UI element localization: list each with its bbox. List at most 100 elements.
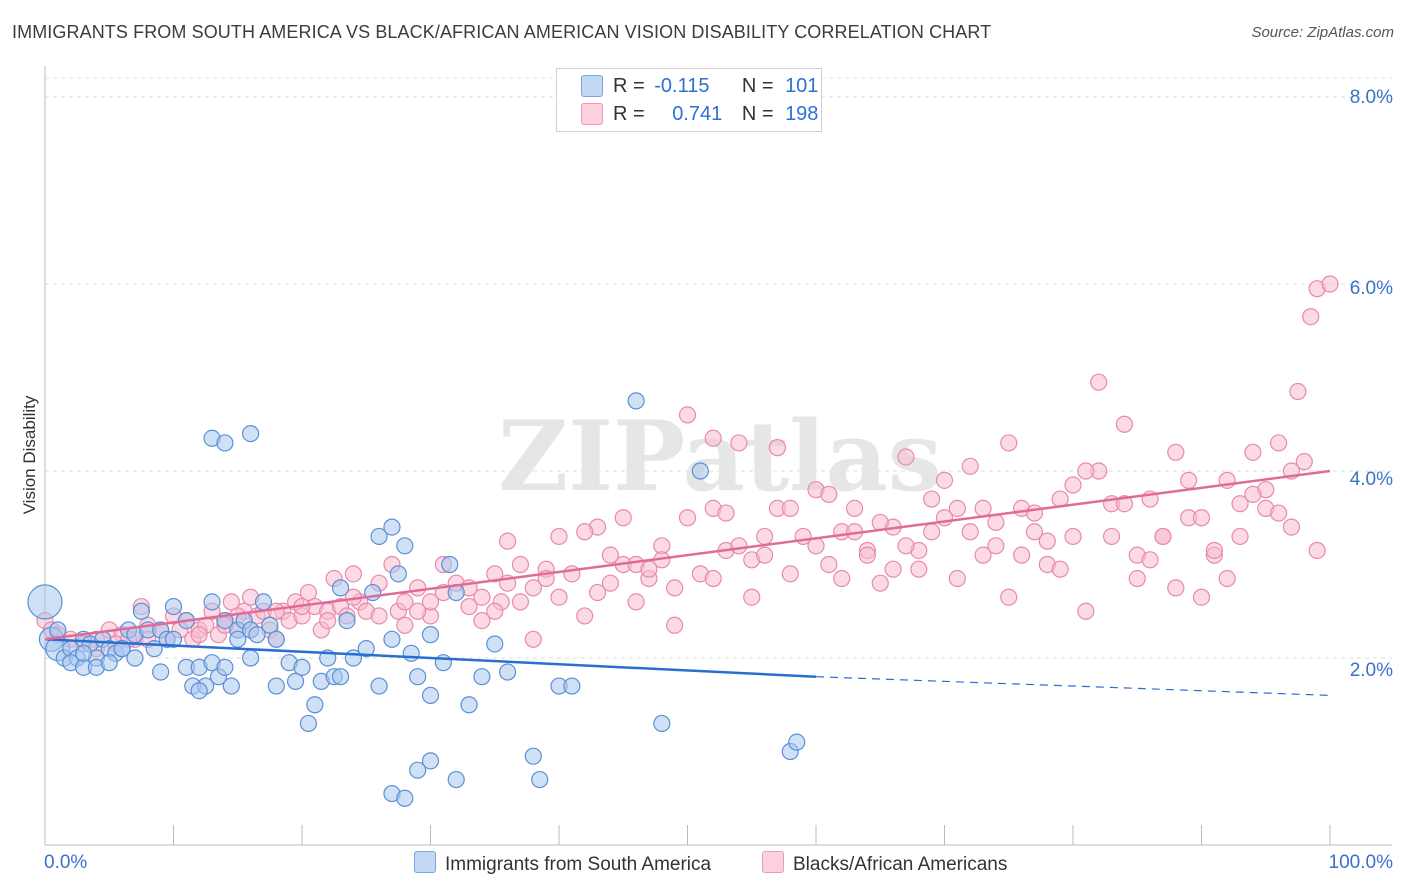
series-legend-pink: Blacks/African Americans (762, 851, 1007, 876)
pink-point (1205, 541, 1223, 560)
x-tick-label: 100.0% (1328, 852, 1393, 873)
pink-point (884, 560, 902, 578)
pink-point (1012, 546, 1031, 564)
pink-point (858, 546, 877, 564)
blue-point (338, 611, 356, 630)
blue-point (293, 658, 311, 676)
pink-point (961, 523, 979, 541)
pink-point (948, 569, 966, 588)
pink-point (755, 527, 774, 546)
pink-point (370, 607, 388, 625)
pink-point (409, 602, 427, 620)
pink-point (781, 499, 799, 517)
pink-point (781, 565, 799, 583)
pink-point (473, 611, 491, 630)
blue-point (396, 789, 414, 807)
blue-point (331, 579, 350, 597)
watermark: ZIPatlas (498, 400, 942, 513)
blue-point (267, 630, 285, 648)
pink-point (820, 555, 838, 574)
pink-point (768, 439, 787, 457)
blue-point (357, 640, 375, 658)
blue-point (267, 677, 285, 695)
pink-point (974, 546, 992, 564)
blue-trend-line (44, 638, 817, 678)
pink-point (640, 560, 658, 578)
pink-point (1102, 527, 1121, 546)
pink-point (1269, 504, 1288, 522)
y-axis-label: Vision Disability (20, 395, 39, 515)
r-label: R = (613, 103, 645, 125)
pink-point (601, 546, 620, 564)
blue-point (190, 682, 208, 700)
pink-point (897, 537, 915, 555)
blue-point (27, 584, 63, 620)
y-tick-label: 6.0% (1349, 278, 1393, 299)
blue-point (229, 630, 247, 648)
pink-point (987, 513, 1005, 532)
r-label: R = (613, 75, 645, 97)
pink-point (666, 616, 684, 634)
pink-point (1321, 275, 1339, 293)
r-value: -0.115 (654, 75, 710, 97)
blue-point (126, 649, 144, 667)
pink-point (421, 593, 440, 611)
pink-point (871, 574, 889, 592)
pink-point (486, 602, 504, 620)
blue-point (421, 626, 440, 644)
blue-point (132, 602, 150, 620)
pink-point (1244, 443, 1262, 461)
pink-point (1218, 569, 1236, 588)
pink-point (923, 523, 941, 541)
pink-point (678, 509, 697, 527)
pink-point (588, 583, 607, 602)
blue-point (460, 696, 478, 714)
pink-point (550, 588, 568, 606)
blue-point (447, 770, 465, 789)
pink-point (910, 560, 928, 578)
blue-point (434, 654, 452, 672)
blue-point (370, 677, 388, 695)
pink-point (344, 565, 362, 583)
pink-point (190, 626, 208, 644)
blue-point (421, 752, 440, 770)
pink-point (1180, 471, 1198, 489)
pink-point (486, 565, 504, 583)
blue-swatch (581, 75, 603, 97)
pink-point (299, 583, 318, 602)
blue-point (383, 518, 401, 536)
pink-point (1289, 382, 1307, 401)
blue-point (164, 630, 183, 648)
pink-point (1038, 532, 1056, 550)
blue-trend-extension (815, 676, 1331, 696)
pink-point (1115, 495, 1134, 513)
pink-point (1192, 509, 1211, 527)
pink-point (1025, 523, 1044, 541)
pink-point (499, 532, 517, 550)
pink-point (1077, 462, 1095, 480)
pink-point (1244, 485, 1262, 503)
blue-point (383, 630, 401, 648)
pink-point (1167, 579, 1185, 597)
pink-point (524, 630, 542, 648)
y-tick-label: 4.0% (1349, 469, 1393, 490)
blue-point (441, 555, 459, 574)
pink-point (576, 523, 594, 541)
pink-point (511, 555, 530, 574)
blue-point (402, 644, 420, 662)
r-value: 0.741 (672, 103, 723, 125)
pink-point (396, 593, 414, 611)
blue-point (242, 425, 260, 443)
legend-label-blue: Immigrants from South America (445, 854, 712, 875)
blue-point (499, 663, 517, 681)
pink-point (614, 509, 632, 527)
pink-point (935, 471, 954, 489)
blue-point (653, 714, 671, 733)
pink-point (961, 457, 979, 475)
pink-point (743, 588, 761, 606)
blue-point (113, 640, 131, 658)
pink-point (678, 406, 697, 424)
y-tick-label: 2.0% (1349, 660, 1393, 681)
chart-title: IMMIGRANTS FROM SOUTH AMERICA VS BLACK/A… (12, 22, 992, 42)
pink-point (1231, 527, 1249, 546)
